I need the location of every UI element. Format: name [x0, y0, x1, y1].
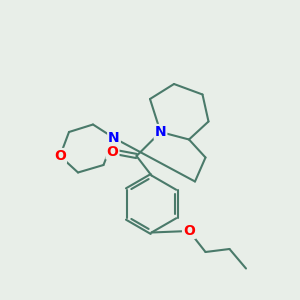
- Text: N: N: [108, 131, 120, 145]
- Text: O: O: [106, 145, 119, 158]
- Text: O: O: [54, 149, 66, 163]
- Text: O: O: [183, 224, 195, 238]
- Text: N: N: [155, 125, 166, 139]
